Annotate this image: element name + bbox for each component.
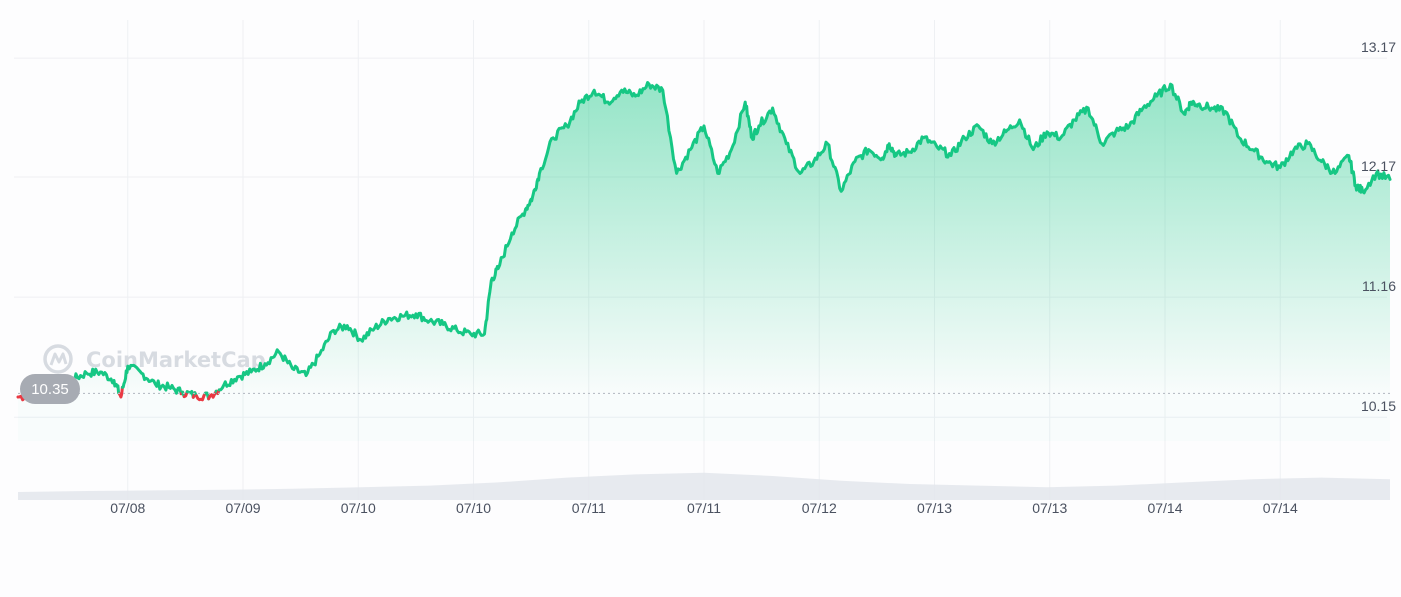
price-badge: 10.35: [20, 374, 80, 404]
x-tick-label: 07/09: [225, 500, 260, 516]
x-tick-label: 07/11: [572, 500, 606, 516]
y-tick-label: 10.15: [1361, 398, 1396, 414]
price-line-up: [120, 363, 183, 396]
volume-area: [18, 472, 1390, 500]
x-tick-label: 07/13: [917, 500, 952, 516]
x-tick-label: 07/14: [1263, 500, 1298, 516]
coinmarketcap-logo-icon: [43, 344, 73, 374]
x-tick-label: 07/12: [802, 500, 837, 516]
volume-bars: [18, 472, 1390, 500]
watermark-text: CoinMarketCap: [86, 348, 266, 372]
x-tick-label: 07/11: [687, 500, 721, 516]
x-tick-label: 07/08: [110, 500, 145, 516]
y-axis-labels: 10.15 11.16 12.17 13.17: [1361, 39, 1396, 414]
watermark: CoinMarketCap: [43, 344, 266, 374]
x-axis-labels: 07/08 07/09 07/10 07/10 07/11 07/11 07/12 07/13…: [110, 500, 1298, 516]
price-line-up: [185, 390, 195, 399]
area-below-baseline: [18, 393, 1390, 441]
price-line-up: [217, 81, 1392, 392]
price-badge-value: 10.35: [31, 381, 69, 398]
price-area: [18, 82, 1390, 441]
price-line-down: [194, 391, 207, 402]
x-tick-label: 07/14: [1147, 500, 1182, 516]
x-tick-label: 07/10: [341, 500, 376, 516]
x-tick-label: 07/13: [1032, 500, 1067, 516]
y-tick-label: 12.17: [1361, 158, 1396, 174]
x-tick-label: 07/10: [456, 500, 491, 516]
price-line-down: [117, 385, 124, 399]
y-tick-label: 11.16: [1362, 278, 1396, 294]
y-tick-label: 13.17: [1361, 39, 1396, 55]
price-area-fill: [18, 82, 1390, 394]
